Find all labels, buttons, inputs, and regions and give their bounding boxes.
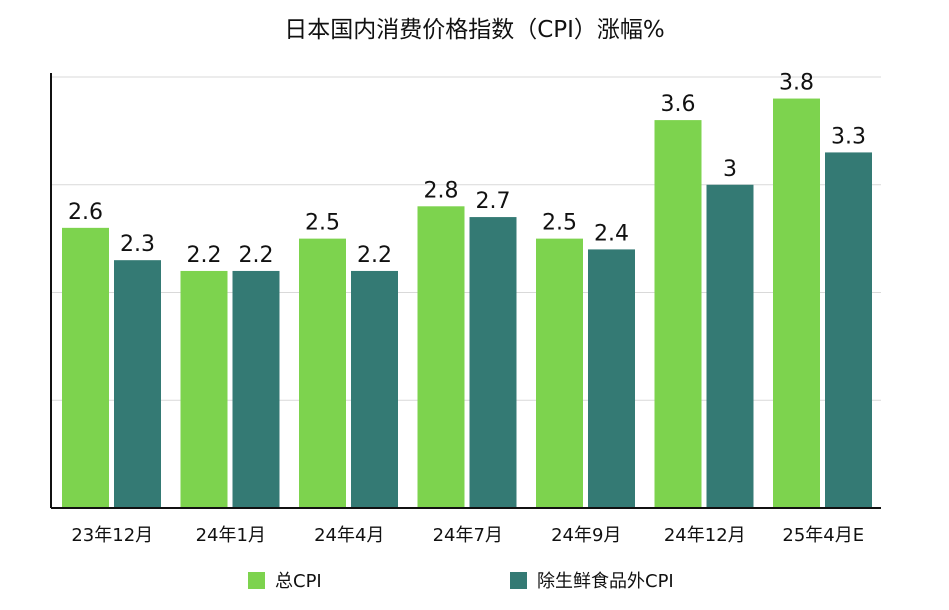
x-tick-label: 24年1月	[196, 525, 266, 546]
x-tick-label: 23年12月	[71, 525, 153, 546]
bar-series-1	[654, 120, 702, 508]
x-tick-label: 24年7月	[433, 525, 503, 546]
bar-series-2	[469, 217, 517, 508]
bar-series-2	[825, 152, 872, 509]
bar-series-2	[351, 270, 398, 508]
x-tick-label: 25年4月E	[782, 525, 864, 546]
bar-series-2	[232, 270, 280, 508]
data-label: 2.8	[424, 178, 459, 203]
bar-series-1	[417, 206, 465, 509]
legend-item-core-cpi: 除生鲜食品外CPI	[510, 567, 674, 593]
data-label: 3.8	[779, 71, 814, 96]
bar-series-1	[773, 98, 820, 509]
data-label: 3	[723, 157, 737, 182]
x-tick-label: 24年9月	[551, 525, 621, 546]
data-label: 2.7	[476, 189, 511, 214]
legend-swatch-core-cpi	[510, 571, 527, 589]
bar-series-1	[299, 238, 346, 508]
data-label: 2.2	[357, 243, 392, 268]
data-label: 2.6	[68, 200, 103, 225]
legend: 总CPI 除生鲜食品外CPI	[0, 567, 949, 595]
bar-series-1	[180, 270, 228, 508]
data-label: 2.2	[239, 243, 274, 268]
bar-series-2	[706, 184, 754, 508]
legend-label-total-cpi: 总CPI	[275, 571, 322, 592]
data-label: 2.5	[305, 211, 340, 236]
legend-label-core-cpi: 除生鲜食品外CPI	[537, 571, 674, 592]
data-label: 2.2	[187, 243, 222, 268]
x-tick-label: 24年4月	[314, 525, 384, 546]
legend-item-total-cpi: 总CPI	[248, 567, 322, 593]
chart-title: 日本国内消费价格指数（CPI）涨幅%	[284, 17, 665, 43]
x-tick-label: 24年12月	[664, 525, 746, 546]
bar-series-2	[588, 249, 635, 508]
bar-series-1	[62, 227, 109, 508]
data-label: 2.3	[120, 232, 155, 257]
bar-series-1	[536, 238, 583, 508]
data-label: 2.5	[542, 211, 577, 236]
bar-series-2	[114, 260, 161, 508]
legend-swatch-total-cpi	[248, 571, 265, 589]
data-label: 2.4	[594, 221, 629, 246]
data-label: 3.3	[831, 124, 866, 149]
data-label: 3.6	[661, 92, 696, 117]
